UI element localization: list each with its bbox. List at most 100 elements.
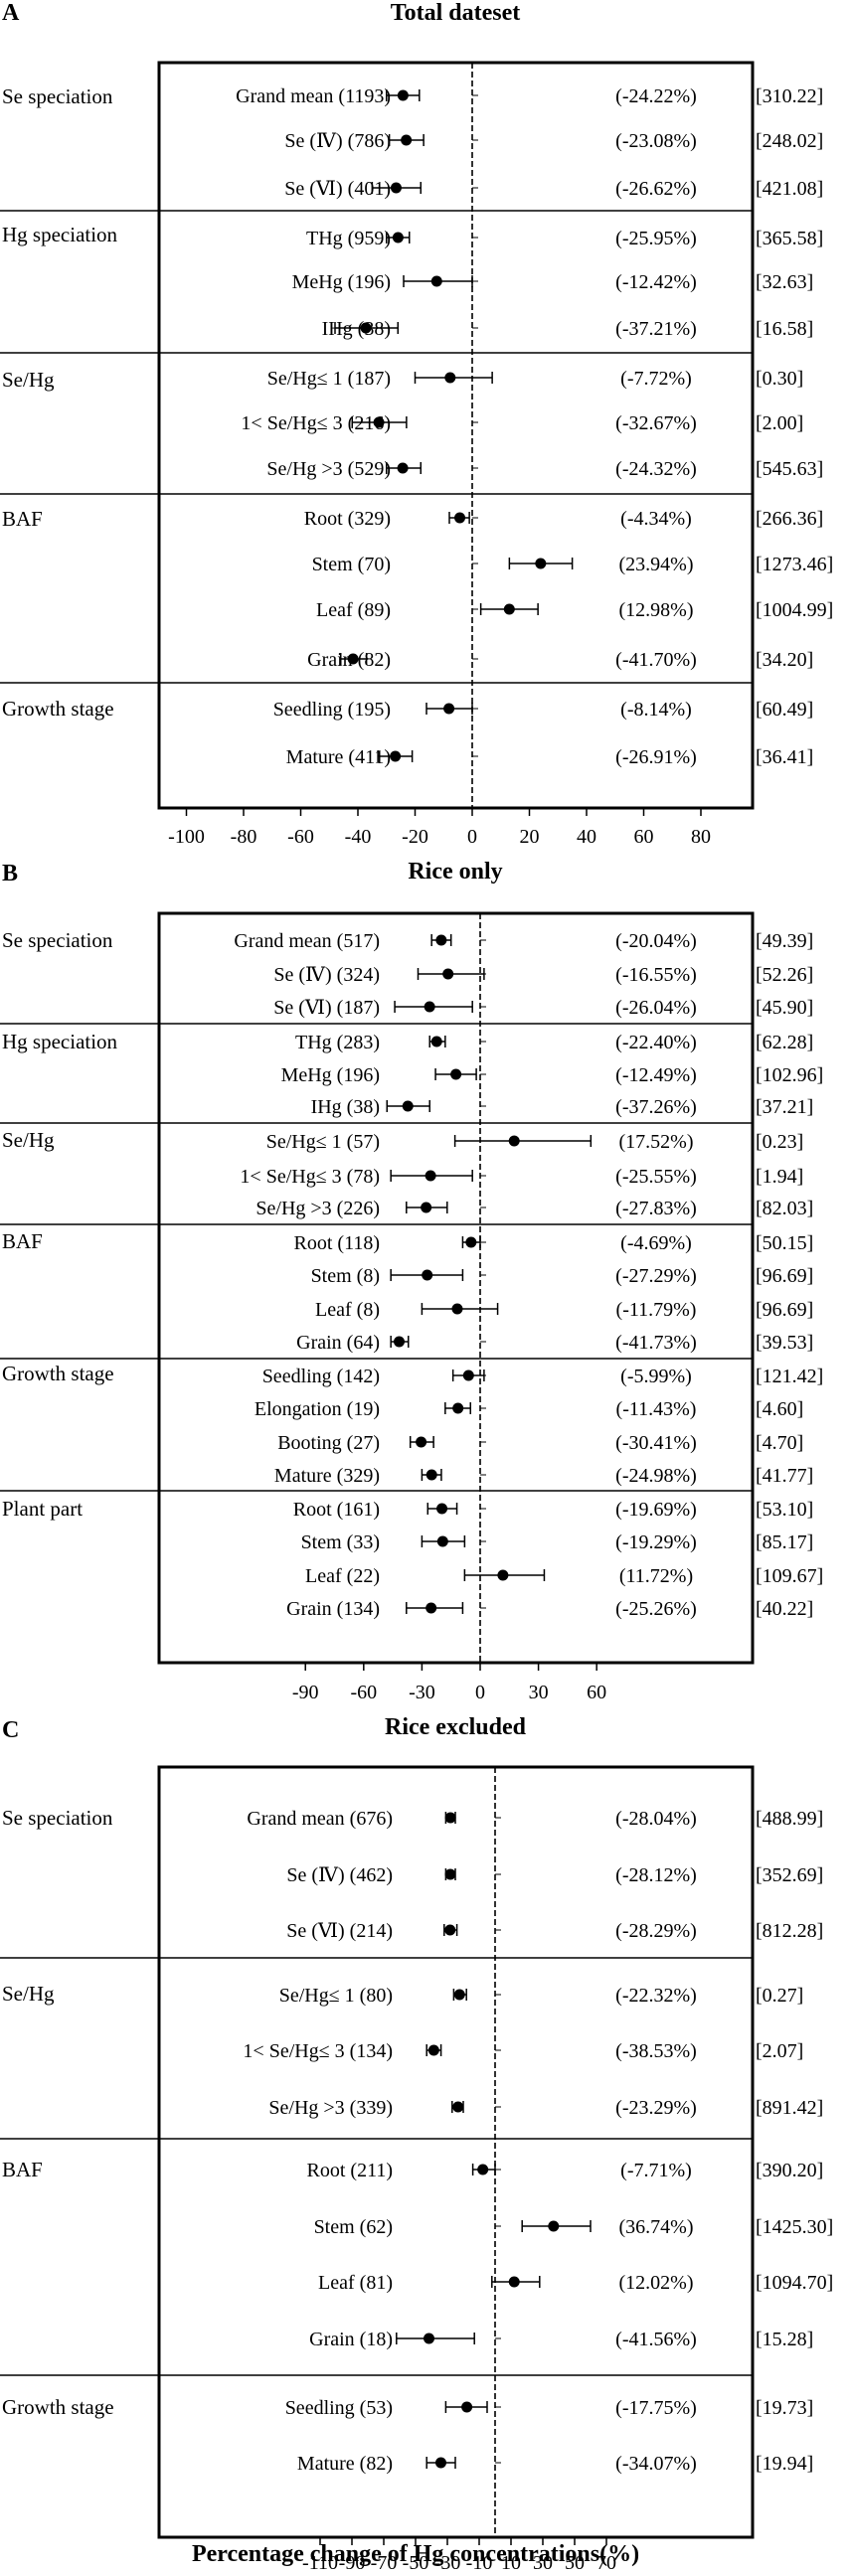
forest-row: Grain (82) (-41.70%) [34.20] bbox=[307, 649, 813, 671]
group-label: Se speciation bbox=[2, 1806, 113, 1830]
panel-a: A Total dateset -100 -80 -60 -40 -20 0 20 40 60 80 S… bbox=[0, 0, 833, 848]
heterogeneity-label: [82.03] bbox=[756, 1198, 813, 1219]
row-label: Elongation (19) bbox=[255, 1398, 380, 1420]
row-label: THg (959) bbox=[306, 228, 391, 249]
mean-point bbox=[465, 1236, 477, 1248]
heterogeneity-label: [421.08] bbox=[756, 178, 823, 200]
row-label: Leaf (89) bbox=[316, 599, 391, 621]
effect-size-label: (-32.67%) bbox=[615, 412, 697, 434]
forest-row: Grain (134) (-25.26%) [40.22] bbox=[286, 1598, 813, 1620]
forest-row: 1< Se/Hg≤ 3 (216) (-32.67%) [2.00] bbox=[241, 412, 803, 434]
heterogeneity-label: [1425.30] bbox=[756, 2216, 833, 2238]
heterogeneity-label: [545.63] bbox=[756, 458, 823, 480]
forest-row: Root (329) (-4.34%) [266.36] bbox=[304, 508, 824, 530]
effect-size-label: (-30.41%) bbox=[615, 1432, 697, 1454]
forest-row: Seedling (142) (-5.99%) [121.42] bbox=[262, 1366, 824, 1387]
forest-row: Seedling (195) (-8.14%) [60.49] bbox=[273, 699, 814, 721]
effect-size-label: (-24.32%) bbox=[615, 458, 697, 480]
x-tick-label: 80 bbox=[691, 826, 711, 848]
x-tick-label: -30 bbox=[409, 1682, 435, 1703]
heterogeneity-label: [0.30] bbox=[756, 368, 803, 390]
x-tick-label: -100 bbox=[168, 826, 205, 848]
x-tick-label: 70 bbox=[596, 2552, 616, 2574]
x-tick-label: -90 bbox=[339, 2552, 366, 2574]
x-tick-label: -110 bbox=[302, 2552, 338, 2574]
forest-row: Se/Hg >3 (339) (-23.29%) [891.42] bbox=[268, 2097, 823, 2119]
x-tick-label: 30 bbox=[533, 2552, 553, 2574]
heterogeneity-label: [52.26] bbox=[756, 964, 813, 986]
group-label: BAF bbox=[2, 507, 43, 531]
effect-size-label: (-34.07%) bbox=[615, 2453, 697, 2475]
row-label: Se (Ⅵ) (401) bbox=[284, 178, 391, 200]
forest-row: Seedling (53) (-17.75%) [19.73] bbox=[285, 2397, 814, 2419]
x-tick-label: -50 bbox=[403, 2552, 429, 2574]
forest-row: 1< Se/Hg≤ 3 (78) (-25.55%) [1.94] bbox=[240, 1166, 803, 1188]
mean-point bbox=[454, 512, 466, 524]
heterogeneity-label: [16.58] bbox=[756, 318, 813, 340]
mean-point bbox=[461, 2401, 473, 2413]
row-label: Se/Hg >3 (339) bbox=[268, 2097, 393, 2119]
mean-point bbox=[548, 2220, 560, 2232]
group-label: Se speciation bbox=[2, 928, 113, 952]
heterogeneity-label: [53.10] bbox=[756, 1499, 813, 1521]
mean-point bbox=[450, 1068, 462, 1080]
forest-row: Se/Hg≤ 1 (80) (-22.32%) [0.27] bbox=[279, 1985, 804, 2007]
mean-point bbox=[360, 322, 372, 334]
heterogeneity-label: [96.69] bbox=[756, 1265, 813, 1287]
row-label: Mature (82) bbox=[297, 2453, 393, 2475]
mean-point bbox=[434, 2457, 446, 2469]
heterogeneity-label: [0.23] bbox=[756, 1131, 803, 1153]
effect-size-label: (-22.32%) bbox=[615, 1985, 697, 2007]
row-label: Grain (64) bbox=[296, 1332, 380, 1354]
row-label: MeHg (196) bbox=[281, 1064, 380, 1086]
group-label: Growth stage bbox=[2, 697, 114, 721]
heterogeneity-label: [812.28] bbox=[756, 1920, 823, 1942]
mean-point bbox=[392, 232, 404, 243]
effect-size-label: (-27.83%) bbox=[615, 1198, 697, 1219]
x-tick-label: -30 bbox=[434, 2552, 461, 2574]
mean-point bbox=[452, 2101, 464, 2113]
heterogeneity-label: [96.69] bbox=[756, 1299, 813, 1321]
effect-size-label: (12.02%) bbox=[619, 2272, 694, 2294]
row-label: Root (329) bbox=[304, 508, 391, 530]
forest-row: Leaf (22) (11.72%) [109.67] bbox=[305, 1565, 823, 1587]
effect-size-label: (-4.69%) bbox=[620, 1232, 692, 1254]
group-label: BAF bbox=[2, 2158, 43, 2181]
heterogeneity-label: [352.69] bbox=[756, 1864, 823, 1886]
forest-row: IHg (38) (-37.26%) [37.21] bbox=[311, 1096, 814, 1118]
x-tick-label: 10 bbox=[501, 2552, 521, 2574]
effect-size-label: (-23.29%) bbox=[615, 2097, 697, 2119]
forest-row: IHg (38) (-37.21%) [16.58] bbox=[322, 318, 814, 340]
group-label: Hg speciation bbox=[2, 223, 118, 246]
group-label: Hg speciation bbox=[2, 1030, 118, 1053]
row-label: MeHg (196) bbox=[292, 271, 391, 293]
row-label: Grand mean (517) bbox=[234, 930, 380, 952]
mean-point bbox=[421, 1202, 432, 1213]
heterogeneity-label: [36.41] bbox=[756, 746, 813, 768]
row-label: Stem (8) bbox=[311, 1265, 380, 1287]
x-tick-label: -80 bbox=[231, 826, 257, 848]
effect-size-label: (-25.26%) bbox=[615, 1598, 697, 1620]
row-label: Se/Hg≤ 1 (80) bbox=[279, 1985, 393, 2007]
mean-point bbox=[444, 1868, 456, 1880]
effect-size-label: (-37.26%) bbox=[615, 1096, 697, 1118]
mean-point bbox=[373, 416, 385, 428]
effect-size-label: (-5.99%) bbox=[620, 1366, 692, 1387]
mean-point bbox=[452, 1402, 464, 1414]
panel-letter: A bbox=[2, 0, 20, 26]
mean-point bbox=[347, 653, 359, 665]
mean-point bbox=[430, 1036, 442, 1047]
mean-point bbox=[435, 934, 447, 946]
row-label: Se/Hg >3 (529) bbox=[266, 458, 391, 480]
row-label: Se/Hg≤ 1 (187) bbox=[267, 368, 391, 390]
forest-row: Grand mean (517) (-20.04%) [49.39] bbox=[234, 930, 813, 952]
group-label: BAF bbox=[2, 1229, 43, 1253]
plot-frame bbox=[157, 61, 755, 810]
row-label: Stem (62) bbox=[314, 2216, 393, 2238]
mean-point bbox=[397, 89, 409, 101]
x-tick-label: -40 bbox=[345, 826, 372, 848]
forest-row: Se/Hg≤ 1 (187) (-7.72%) [0.30] bbox=[267, 368, 804, 390]
row-label: Grain (134) bbox=[286, 1598, 380, 1620]
mean-point bbox=[394, 1336, 406, 1348]
heterogeneity-label: [102.96] bbox=[756, 1064, 823, 1086]
